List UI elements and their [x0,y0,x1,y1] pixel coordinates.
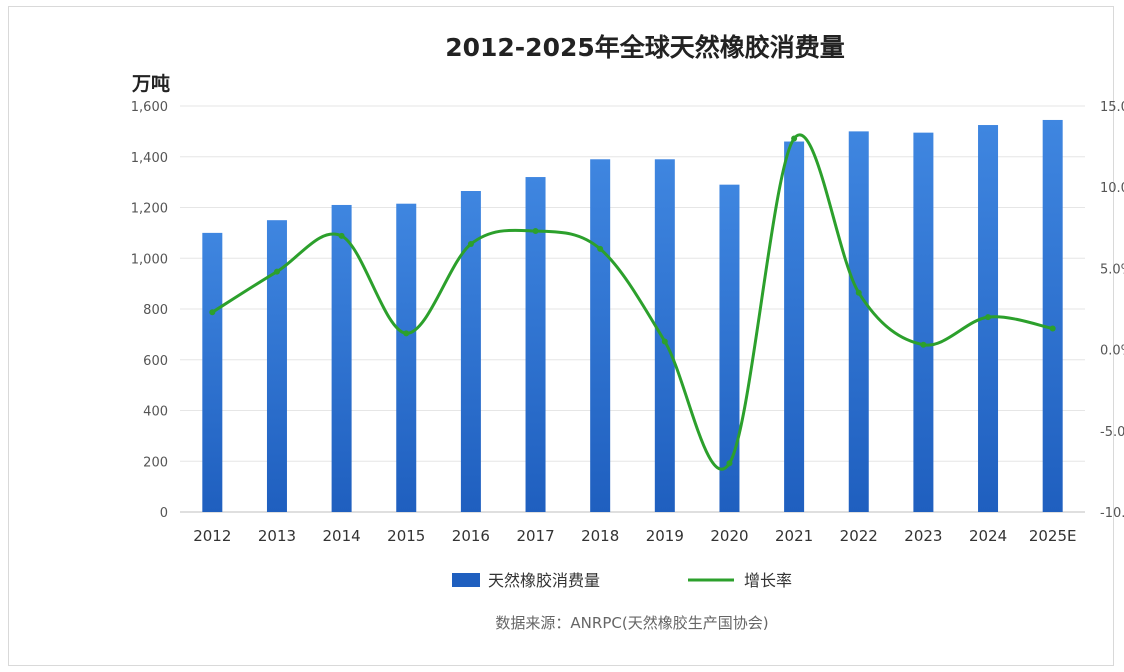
y-tick-label: 1,000 [131,252,168,267]
x-tick-label: 2021 [775,527,813,545]
x-tick-label: 2015 [387,527,425,545]
bar-2025E [1042,119,1063,513]
bar-2020 [719,184,740,512]
y2-tick-label: 5.0% [1100,262,1124,277]
bar-2016 [460,191,481,512]
x-tick-label: 2014 [323,527,361,545]
growth-point-2023 [920,341,927,348]
growth-rate-line [210,133,1055,471]
y2-axis-ticks: -10.0% -5.0% 0.0% 5.0% 10.0% 15.0% [1100,100,1124,521]
y2-tick-label: -5.0% [1100,425,1124,440]
y2-tick-label: 15.0% [1100,100,1124,115]
growth-point-2017 [532,228,539,235]
bar-2022 [848,131,869,512]
legend-label-consumption: 天然橡胶消费量 [488,571,600,590]
chart-title: 2012-2025年全球天然橡胶消费量 [445,33,845,62]
bar-2012 [202,232,223,512]
y-tick-label: 600 [143,354,168,369]
growth-point-2019 [661,338,668,345]
bar-2013 [266,220,287,512]
y-tick-label: 1,600 [131,100,168,115]
y-tick-label: 1,200 [131,202,168,217]
growth-point-2012 [209,309,216,316]
bar-2017 [525,177,546,513]
source-note: 数据来源：ANRPC(天然橡胶生产国协会) [495,614,768,632]
y-axis-ticks: 0 200 400 600 800 1,000 1,200 1,400 1,600 [131,100,168,521]
bar-2018 [590,159,611,512]
growth-point-2018 [597,245,604,252]
line-series [209,133,1056,471]
bar-series [202,119,1063,513]
x-tick-label: 2024 [969,527,1007,545]
gridlines [180,105,1085,513]
growth-point-2016 [467,241,474,248]
bar-2019 [654,159,675,512]
y-axis-unit-label: 万吨 [131,72,170,95]
bar-2015 [396,203,417,512]
y-tick-label: 800 [143,303,168,318]
growth-point-2024 [985,314,992,321]
x-tick-label: 2016 [452,527,490,545]
x-axis-ticks: 2012 2013 2014 2015 2016 2017 2018 2019 2020 2021… [193,527,1076,545]
growth-point-2014 [338,232,345,239]
x-tick-label: 2017 [516,527,554,545]
y-tick-label: 1,400 [131,151,168,166]
legend-swatch-consumption [452,573,480,587]
legend: 天然橡胶消费量 增长率 [452,571,792,590]
y-tick-label: 400 [143,405,168,420]
legend-label-growth: 增长率 [744,571,792,590]
x-tick-label: 2025E [1029,527,1077,545]
x-tick-label: 2012 [193,527,231,545]
growth-point-2022 [855,289,862,296]
x-tick-label: 2023 [904,527,942,545]
bar-2021 [784,141,805,512]
x-tick-label: 2019 [646,527,684,545]
bar-2014 [331,204,352,512]
growth-point-2021 [791,135,798,142]
growth-point-2013 [273,268,280,275]
y-tick-label: 0 [160,506,168,521]
x-tick-label: 2013 [258,527,296,545]
growth-point-2020 [726,460,733,467]
y2-tick-label: -10.0% [1100,506,1124,521]
y-tick-label: 200 [143,455,168,470]
y2-tick-label: 10.0% [1100,181,1124,196]
x-tick-label: 2018 [581,527,619,545]
y2-tick-label: 0.0% [1100,344,1124,359]
x-tick-label: 2020 [710,527,748,545]
growth-point-2025E [1049,325,1056,332]
x-tick-label: 2022 [840,527,878,545]
growth-point-2015 [403,330,410,337]
bar-2023 [913,132,934,513]
